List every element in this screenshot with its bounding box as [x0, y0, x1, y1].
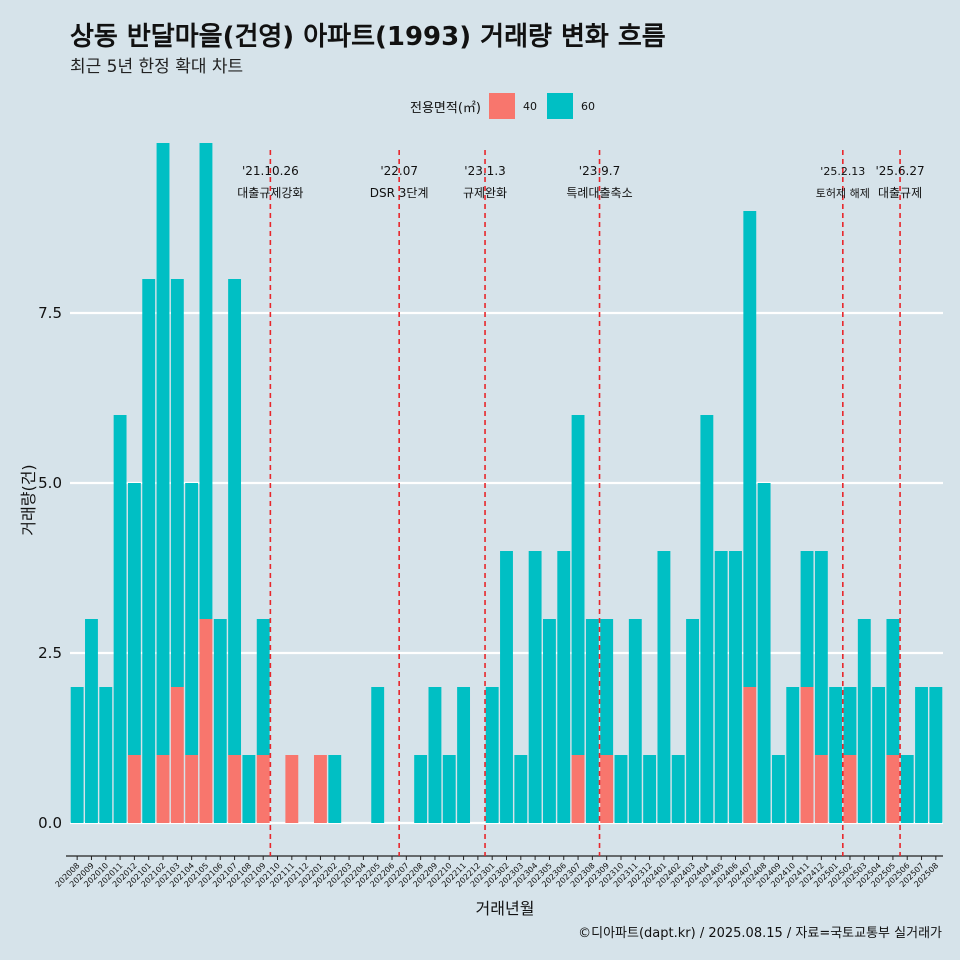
legend-label-40: 40	[522, 99, 537, 113]
bar-40-202309	[600, 755, 614, 823]
bar-60-202011	[113, 415, 127, 823]
bar-40-202105	[199, 619, 213, 823]
y-tick-label: 0.0	[38, 814, 62, 832]
bar-60-202410	[786, 687, 800, 823]
bar-60-202307	[571, 415, 585, 755]
bar-40-202201	[314, 755, 327, 823]
bar-60-202404	[700, 415, 714, 823]
bar-60-202008	[70, 687, 84, 823]
bar-60-202304	[528, 551, 542, 823]
event-label: 대출규제강화	[237, 186, 303, 200]
bar-60-202405	[714, 551, 728, 823]
bar-60-202202	[328, 755, 342, 823]
bar-60-202407	[743, 211, 757, 687]
bar-60-202406	[729, 551, 742, 823]
bar-60-202108	[242, 755, 256, 823]
bar-60-202104	[185, 483, 199, 755]
bar-60-202012	[127, 483, 141, 755]
bar-40-202107	[228, 755, 242, 823]
bar-60-202401	[657, 551, 671, 823]
bar-60-202211	[457, 687, 471, 823]
bar-60-202010	[99, 687, 113, 823]
bar-60-202505	[886, 619, 900, 755]
bar-60-202403	[686, 619, 699, 823]
bar-60-202411	[800, 551, 814, 687]
bar-60-202412	[814, 551, 828, 755]
bar-40-202307	[571, 755, 585, 823]
bar-60-202310	[614, 755, 628, 823]
event-date: '22.07	[380, 164, 418, 178]
bar-60-202210	[442, 755, 456, 823]
event-date: '23.9.7	[579, 164, 620, 178]
bar-40-202109	[256, 755, 270, 823]
legend-swatch-40	[488, 93, 515, 119]
legend-swatch-60	[546, 93, 573, 119]
event-label: DSR 3단계	[370, 186, 429, 200]
bar-60-202506	[900, 755, 914, 823]
bar-40-202012	[127, 755, 141, 823]
event-label: 토허제 해제	[816, 186, 870, 200]
bar-60-202409	[771, 755, 785, 823]
bar-40-202103	[170, 687, 184, 823]
bar-60-202106	[213, 619, 227, 823]
legend: 전용면적(㎡) 40 60	[410, 92, 605, 120]
x-axis-title: 거래년월	[476, 899, 535, 918]
bar-60-202502	[843, 687, 857, 755]
bar-40-202411	[800, 687, 814, 823]
y-tick-label: 7.5	[38, 304, 62, 322]
bar-60-202306	[557, 551, 571, 823]
legend-title: 전용면적(㎡)	[410, 100, 481, 116]
bar-60-202507	[915, 687, 928, 823]
chart-title: 상동 반달마을(건영) 아파트(1993) 거래량 변화 흐름	[70, 22, 666, 52]
bar-60-202109	[256, 619, 270, 755]
bar-60-202504	[872, 687, 886, 823]
bar-60-202209	[428, 687, 442, 823]
y-tick-label: 2.5	[38, 644, 62, 662]
bar-40-202407	[743, 687, 757, 823]
bar-40-202502	[843, 755, 857, 823]
y-axis-title: 거래량(건)	[19, 464, 38, 535]
bar-60-202102	[156, 143, 170, 755]
bar-60-202009	[85, 619, 98, 823]
bar-60-202309	[600, 619, 614, 755]
bar-40-202111	[285, 755, 299, 823]
bar-40-202505	[886, 755, 900, 823]
bar-60-202402	[671, 755, 685, 823]
y-tick-label: 5.0	[38, 474, 62, 492]
event-label: 특례대출축소	[566, 186, 632, 200]
bar-60-202408	[757, 483, 771, 823]
bar-60-202105	[199, 143, 213, 619]
event-date: '23.1.3	[464, 164, 505, 178]
bar-60-202301	[485, 687, 499, 823]
bar-60-202508	[929, 687, 943, 823]
chart-subtitle: 최근 5년 한정 확대 차트	[70, 57, 244, 77]
bar-60-202312	[643, 755, 657, 823]
bar-60-202501	[829, 687, 843, 823]
event-date: '25.6.27	[876, 164, 925, 178]
event-date: '21.10.26	[242, 164, 299, 178]
bar-60-202101	[142, 279, 156, 823]
bar-60-202503	[857, 619, 871, 823]
bar-60-202208	[414, 755, 428, 823]
bar-60-202311	[628, 619, 642, 823]
event-label: 대출규제	[878, 186, 922, 200]
bar-60-202305	[542, 619, 556, 823]
bar-60-202205	[371, 687, 385, 823]
legend-label-60: 60	[580, 99, 595, 113]
bar-40-202104	[185, 755, 199, 823]
event-date: '25.2.13	[820, 165, 865, 178]
bar-60-202103	[170, 279, 184, 687]
bar-40-202412	[814, 755, 828, 823]
bar-60-202303	[514, 755, 528, 823]
bar-40-202102	[156, 755, 170, 823]
bar-60-202107	[228, 279, 242, 755]
bar-60-202302	[500, 551, 513, 823]
event-label: 규제완화	[463, 186, 507, 200]
bar-60-202308	[585, 619, 599, 823]
caption: ©디아파트(dapt.kr) / 2025.08.15 / 자료=국토교통부 실…	[578, 926, 942, 941]
